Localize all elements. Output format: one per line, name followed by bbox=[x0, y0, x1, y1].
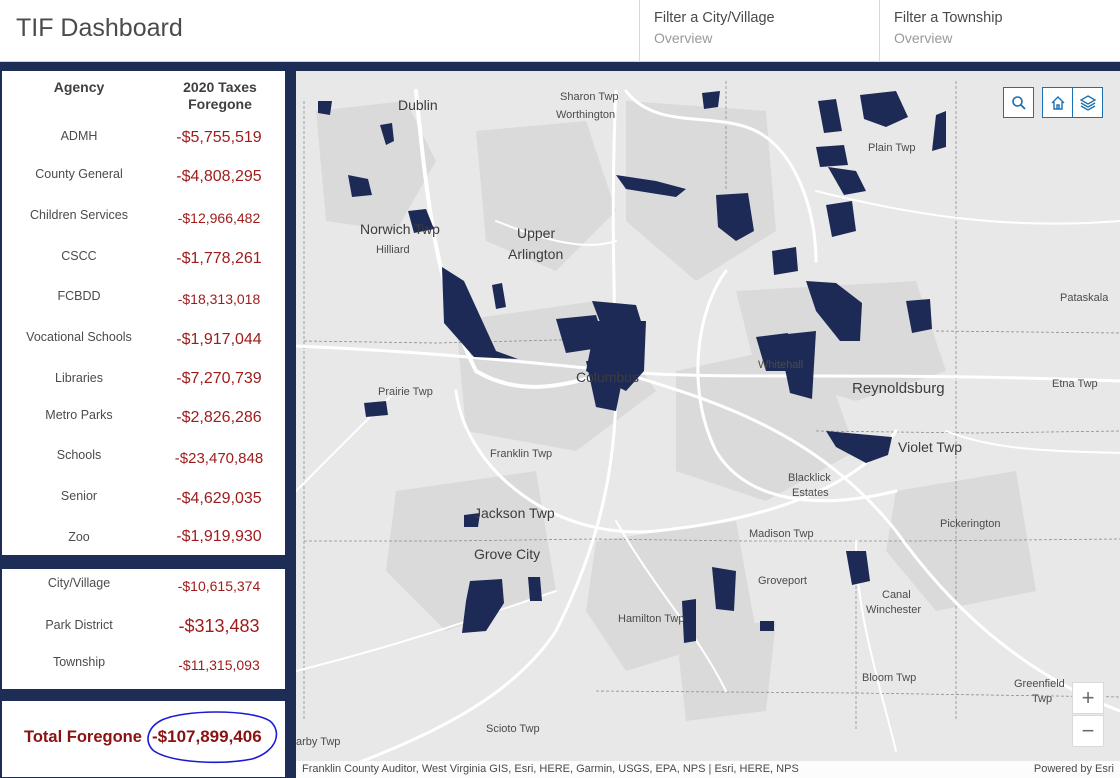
agency-row-value: -$12,966,482 bbox=[177, 210, 261, 226]
district-row-value: -$313,483 bbox=[178, 616, 260, 636]
map-label-etna-twp: Etna Twp bbox=[1052, 378, 1098, 390]
agency-row-value: -$4,808,295 bbox=[176, 168, 262, 185]
layers-icon bbox=[1079, 94, 1096, 111]
filter-city-village-value: Overview bbox=[654, 30, 713, 46]
map-label-greenfield: Greenfield bbox=[1014, 678, 1065, 690]
map-label-groveport: Groveport bbox=[758, 575, 807, 587]
agency-row-name: Libraries bbox=[55, 371, 103, 385]
filter-city-village-label: Filter a City/Village bbox=[654, 10, 775, 26]
map-label-pataskala: Pataskala bbox=[1060, 292, 1109, 304]
agency-row-value: -$18,313,018 bbox=[177, 291, 261, 307]
map-label-franklin-twp: Franklin Twp bbox=[490, 448, 553, 460]
map-label-dublin: Dublin bbox=[398, 97, 438, 113]
map-label-norwich-twp: Norwich Twp bbox=[360, 221, 440, 237]
map-label-plain-twp: Plain Twp bbox=[868, 142, 916, 154]
map-basemap bbox=[296, 81, 1120, 773]
taxes-column-header: 2020 Taxes Foregone bbox=[183, 79, 257, 112]
agency-row-name: CSCC bbox=[61, 249, 97, 263]
map-label-madison-twp: Madison Twp bbox=[749, 528, 814, 540]
filter-township[interactable]: Filter a Township Overview bbox=[879, 0, 1120, 62]
map-label-columbus: Columbus bbox=[576, 369, 640, 385]
agency-row-name: County General bbox=[35, 167, 123, 181]
map-label-grove-city: Grove City bbox=[474, 546, 541, 562]
map-label-jackson-twp: Jackson Twp bbox=[474, 505, 555, 521]
district-taxes-panel: City/Village -$10,615,374 Park District … bbox=[2, 569, 285, 689]
agency-taxes-panel: Agency 2020 Taxes Foregone ADMH -$5,755,… bbox=[2, 71, 285, 555]
map-label-scioto-twp: Scioto Twp bbox=[486, 723, 540, 735]
agency-row-name: FCBDD bbox=[57, 289, 101, 303]
agency-row-value: -$1,919,930 bbox=[176, 528, 262, 545]
agency-row-name: Metro Parks bbox=[45, 408, 113, 422]
agency-row-value: -$1,917,044 bbox=[176, 331, 262, 348]
header-bar: TIF Dashboard Filter a City/Village Over… bbox=[0, 0, 1120, 62]
map-label-blacklick-estates: Estates bbox=[792, 487, 829, 499]
agency-row-value: -$4,629,035 bbox=[176, 490, 262, 507]
agency-row-name: Children Services bbox=[30, 208, 128, 222]
agency-row-value: -$23,470,848 bbox=[174, 450, 264, 467]
district-row-value: -$10,615,374 bbox=[177, 578, 261, 594]
map-layers-button[interactable] bbox=[1072, 87, 1103, 118]
agency-row-value: -$5,755,519 bbox=[176, 129, 262, 146]
map-label-whitehall: Whitehall bbox=[758, 359, 804, 371]
handdrawn-circle-annotation bbox=[147, 711, 278, 764]
agency-column-header: Agency bbox=[53, 79, 105, 95]
map-label-canal: Canal bbox=[882, 589, 911, 601]
map-label-darby-twp: arby Twp bbox=[296, 736, 341, 748]
district-row-name: Township bbox=[52, 655, 106, 669]
map-label-pickerington: Pickerington bbox=[940, 518, 1001, 530]
search-icon bbox=[1011, 95, 1026, 110]
map-search-button[interactable] bbox=[1003, 87, 1034, 118]
map-attribution-text: Franklin County Auditor, West Virginia G… bbox=[302, 763, 799, 775]
map-label-blacklick: Blacklick bbox=[788, 472, 831, 484]
map-label-worthington: Worthington bbox=[556, 109, 616, 121]
dashboard-title: TIF Dashboard bbox=[16, 14, 183, 42]
total-foregone-panel: Total Foregone -$107,899,406 bbox=[2, 701, 285, 777]
map-label-sharon-twp: Sharon Twp bbox=[560, 91, 619, 103]
home-icon bbox=[1051, 95, 1064, 110]
agency-row-name: Zoo bbox=[68, 530, 90, 544]
district-row-name: City/Village bbox=[47, 576, 111, 590]
agency-row-name: Vocational Schools bbox=[26, 330, 132, 344]
zoom-out-button[interactable]: − bbox=[1072, 715, 1104, 747]
filter-township-label: Filter a Township bbox=[894, 10, 1003, 26]
map-home-button[interactable] bbox=[1042, 87, 1073, 118]
district-row-name: Park District bbox=[45, 618, 113, 632]
agency-row-name: Senior bbox=[60, 489, 98, 503]
map-label-greenfield-twp: Twp bbox=[1032, 693, 1053, 705]
tif-district-shapes bbox=[318, 91, 946, 643]
agency-row-name: Schools bbox=[56, 448, 102, 462]
map-label-arlington: Arlington bbox=[508, 246, 564, 262]
map-label-hamilton-twp: Hamilton Twp bbox=[618, 613, 685, 625]
agency-row-value: -$7,270,739 bbox=[176, 370, 262, 387]
map-label-upper: Upper bbox=[517, 225, 556, 241]
total-foregone-value: -$107,899,406 bbox=[152, 727, 262, 746]
agency-row-value: -$1,778,261 bbox=[176, 250, 262, 267]
filter-township-value: Overview bbox=[894, 30, 953, 46]
map-label-bloom-twp: Bloom Twp bbox=[862, 672, 917, 684]
map-label-violet-twp: Violet Twp bbox=[898, 439, 963, 455]
agency-row-value: -$2,826,286 bbox=[176, 409, 262, 426]
map-attribution: Franklin County Auditor, West Virginia G… bbox=[296, 761, 1120, 778]
agency-row-name: ADMH bbox=[60, 129, 98, 143]
map-label-prairie-twp: Prairie Twp bbox=[378, 386, 433, 398]
zoom-in-button[interactable]: + bbox=[1072, 682, 1104, 714]
tif-map[interactable]: Dublin Sharon Twp Worthington Plain Twp … bbox=[296, 71, 1120, 778]
total-foregone-label: Total Foregone bbox=[24, 728, 142, 746]
map-label-canal-winchester: Winchester bbox=[866, 604, 922, 616]
powered-by-esri[interactable]: Powered by Esri bbox=[1033, 763, 1114, 775]
district-row-value: -$11,315,093 bbox=[178, 657, 260, 673]
map-label-hilliard: Hilliard bbox=[376, 244, 410, 256]
map-label-reynoldsburg: Reynoldsburg bbox=[852, 380, 945, 397]
filter-city-village[interactable]: Filter a City/Village Overview bbox=[639, 0, 880, 62]
